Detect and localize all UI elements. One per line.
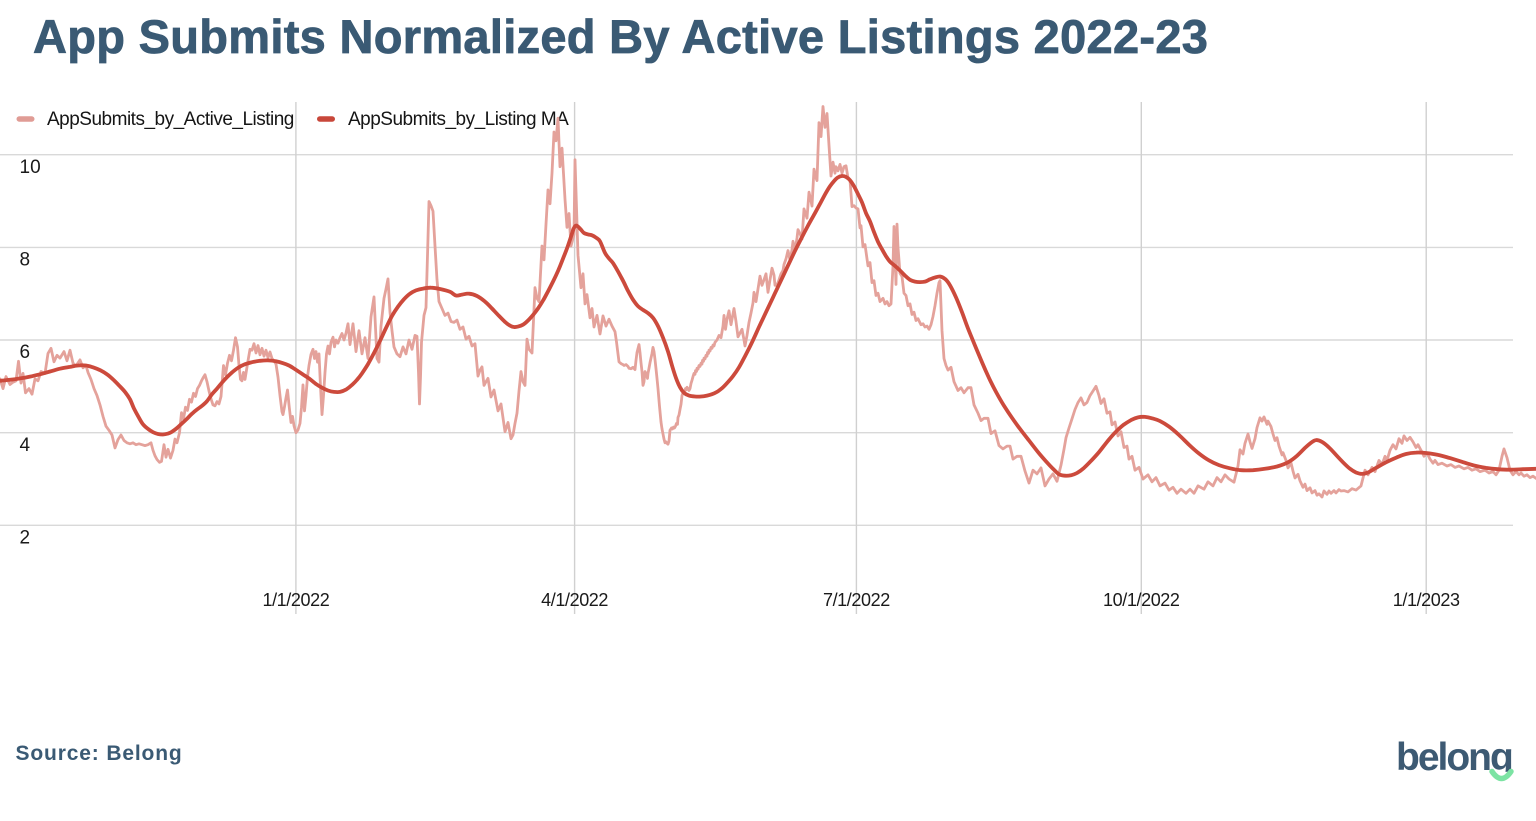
svg-text:AppSubmits_by_Listing MA: AppSubmits_by_Listing MA bbox=[348, 109, 569, 130]
svg-text:10: 10 bbox=[20, 157, 41, 178]
svg-text:7/1/2022: 7/1/2022 bbox=[823, 590, 890, 610]
svg-text:6: 6 bbox=[20, 342, 31, 363]
svg-text:8: 8 bbox=[20, 250, 31, 271]
svg-text:AppSubmits_by_Active_Listing: AppSubmits_by_Active_Listing bbox=[47, 109, 294, 130]
svg-text:10/1/2022: 10/1/2022 bbox=[1103, 590, 1180, 610]
svg-text:Source: Belong: Source: Belong bbox=[16, 742, 183, 765]
svg-text:App Submits Normalized By Acti: App Submits Normalized By Active Listing… bbox=[33, 10, 1208, 63]
svg-text:4: 4 bbox=[20, 435, 31, 456]
svg-text:2: 2 bbox=[20, 528, 31, 549]
svg-text:1/1/2023: 1/1/2023 bbox=[1393, 590, 1460, 610]
svg-text:1/1/2022: 1/1/2022 bbox=[262, 590, 329, 610]
svg-text:4/1/2022: 4/1/2022 bbox=[541, 590, 608, 610]
